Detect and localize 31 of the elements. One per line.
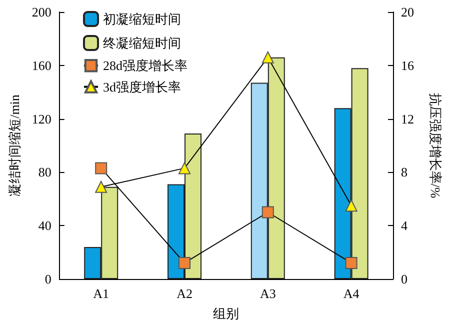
x-axis-title: 组别 xyxy=(213,306,240,321)
x-tick-label: A4 xyxy=(343,286,360,301)
y-tick-label: 40 xyxy=(38,218,52,234)
legend-label: 3d强度增长率 xyxy=(103,79,181,94)
y-tick-label: 0 xyxy=(44,272,52,286)
legend-label: 28d强度增长率 xyxy=(103,58,188,74)
x-tick-label: A1 xyxy=(93,286,110,301)
y-tick-label: 200 xyxy=(32,4,52,20)
point xyxy=(95,180,108,193)
y2-tick-label: 12 xyxy=(401,111,414,126)
legend-label: 终凝缩短时间 xyxy=(103,36,181,50)
y2-tick-label: 0 xyxy=(401,272,408,286)
y-tick-label: 160 xyxy=(32,58,52,73)
y2-tick-label: 20 xyxy=(401,4,414,20)
point xyxy=(262,206,274,218)
y2-tick-label: 16 xyxy=(401,58,414,73)
y2-tick-label: 4 xyxy=(401,218,408,234)
point xyxy=(262,51,274,64)
point xyxy=(345,256,358,269)
legend-label: 初凝缩短时间 xyxy=(103,12,181,26)
y-tick-label: 120 xyxy=(32,111,52,126)
point xyxy=(95,162,108,174)
point xyxy=(178,256,190,269)
point xyxy=(178,162,190,174)
y-tick-label: 80 xyxy=(38,164,52,180)
x-tick-label: A2 xyxy=(176,286,192,301)
y2-axis-title: 抗压强度增长率/% xyxy=(428,92,443,198)
point xyxy=(345,200,358,212)
y2-tick-label: 8 xyxy=(401,164,408,180)
y-axis-title: 凝结时间缩短/min xyxy=(7,94,22,196)
x-tick-label: A3 xyxy=(260,286,276,301)
